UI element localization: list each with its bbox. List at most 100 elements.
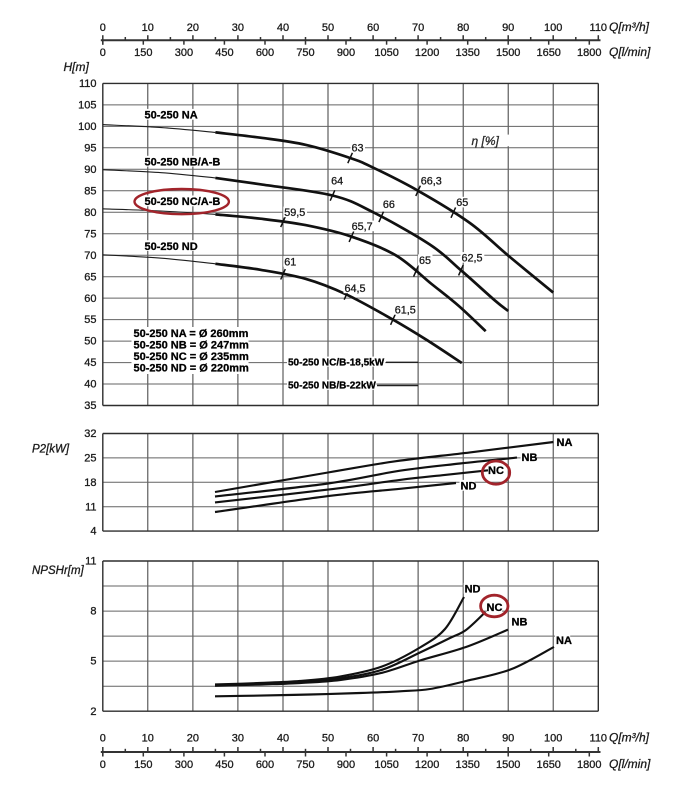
svg-text:64: 64 xyxy=(331,176,343,188)
svg-text:1800: 1800 xyxy=(577,759,601,771)
svg-text:NB: NB xyxy=(512,617,528,629)
svg-text:85: 85 xyxy=(84,185,96,197)
svg-text:Q[m³/h]: Q[m³/h] xyxy=(609,731,650,745)
svg-text:50-250 ND = Ø 220mm: 50-250 ND = Ø 220mm xyxy=(134,362,249,374)
svg-text:70: 70 xyxy=(412,22,424,34)
svg-text:1200: 1200 xyxy=(415,759,439,771)
svg-text:600: 600 xyxy=(256,47,274,59)
svg-text:0: 0 xyxy=(100,733,106,745)
svg-text:NA: NA xyxy=(556,635,572,647)
svg-text:5: 5 xyxy=(90,656,96,668)
svg-text:300: 300 xyxy=(175,47,193,59)
svg-text:50-250 NC/A-B: 50-250 NC/A-B xyxy=(145,196,221,208)
svg-text:80: 80 xyxy=(84,207,96,219)
svg-text:1350: 1350 xyxy=(455,759,479,771)
svg-text:1500: 1500 xyxy=(496,47,520,59)
svg-text:50-250 NC = Ø 235mm: 50-250 NC = Ø 235mm xyxy=(134,351,249,363)
svg-text:65,7: 65,7 xyxy=(352,221,373,233)
svg-text:P2[kW]: P2[kW] xyxy=(32,444,70,456)
svg-text:10: 10 xyxy=(142,733,154,745)
svg-text:150: 150 xyxy=(134,759,152,771)
svg-text:55: 55 xyxy=(84,314,96,326)
svg-text:100: 100 xyxy=(78,121,96,133)
svg-text:600: 600 xyxy=(256,759,274,771)
svg-text:90: 90 xyxy=(502,22,514,34)
svg-text:2: 2 xyxy=(90,706,96,718)
svg-text:0: 0 xyxy=(100,22,106,34)
svg-text:450: 450 xyxy=(215,47,233,59)
svg-text:60: 60 xyxy=(367,22,379,34)
svg-text:0: 0 xyxy=(100,47,106,59)
svg-text:70: 70 xyxy=(84,250,96,262)
svg-text:95: 95 xyxy=(84,142,96,154)
svg-text:61: 61 xyxy=(284,257,296,269)
svg-text:40: 40 xyxy=(277,733,289,745)
svg-text:ND: ND xyxy=(465,584,481,596)
svg-text:65: 65 xyxy=(419,255,431,267)
svg-text:NC: NC xyxy=(488,465,504,477)
svg-text:50-250 ND: 50-250 ND xyxy=(145,241,198,253)
svg-text:NA: NA xyxy=(557,437,573,449)
svg-text:1800: 1800 xyxy=(577,47,601,59)
svg-text:50-250 NA = Ø 260mm: 50-250 NA = Ø 260mm xyxy=(134,328,249,340)
svg-text:110: 110 xyxy=(590,22,608,34)
svg-text:62,5: 62,5 xyxy=(462,253,483,265)
svg-text:105: 105 xyxy=(78,100,96,112)
svg-text:NPSHr[m]: NPSHr[m] xyxy=(32,565,85,577)
svg-text:66,3: 66,3 xyxy=(421,175,442,187)
svg-text:750: 750 xyxy=(296,759,314,771)
svg-text:50: 50 xyxy=(322,22,334,34)
svg-text:4: 4 xyxy=(90,526,96,538)
svg-text:40: 40 xyxy=(84,379,96,391)
svg-text:61,5: 61,5 xyxy=(395,305,416,317)
svg-text:30: 30 xyxy=(232,22,244,34)
svg-text:1650: 1650 xyxy=(536,759,560,771)
svg-text:η [%]: η [%] xyxy=(472,134,500,148)
svg-text:20: 20 xyxy=(187,733,199,745)
svg-text:50-250 NC/B-18,5kW: 50-250 NC/B-18,5kW xyxy=(288,357,385,368)
svg-text:Q[m³/h]: Q[m³/h] xyxy=(609,20,650,34)
svg-text:1500: 1500 xyxy=(496,759,520,771)
svg-text:45: 45 xyxy=(84,357,96,369)
svg-text:750: 750 xyxy=(296,47,314,59)
svg-text:65: 65 xyxy=(456,197,468,209)
svg-text:11: 11 xyxy=(85,501,96,513)
svg-text:65: 65 xyxy=(84,271,96,283)
svg-text:63: 63 xyxy=(352,142,364,154)
svg-text:10: 10 xyxy=(142,22,154,34)
svg-text:50-250 NB/B-22kW: 50-250 NB/B-22kW xyxy=(288,381,376,392)
svg-text:NC: NC xyxy=(487,602,503,614)
svg-text:20: 20 xyxy=(187,22,199,34)
svg-text:32: 32 xyxy=(84,428,96,440)
svg-text:900: 900 xyxy=(337,759,355,771)
svg-text:NB: NB xyxy=(522,452,538,464)
svg-text:H[m]: H[m] xyxy=(64,60,90,74)
svg-text:110: 110 xyxy=(590,733,608,745)
svg-text:8: 8 xyxy=(90,606,96,618)
svg-text:35: 35 xyxy=(84,400,96,412)
svg-text:50-250 NA: 50-250 NA xyxy=(145,110,198,122)
svg-text:1200: 1200 xyxy=(415,47,439,59)
svg-text:60: 60 xyxy=(367,733,379,745)
svg-text:Q[l/min]: Q[l/min] xyxy=(609,45,651,59)
svg-text:59,5: 59,5 xyxy=(284,207,305,219)
svg-text:70: 70 xyxy=(412,733,424,745)
svg-text:66: 66 xyxy=(383,199,395,211)
svg-text:60: 60 xyxy=(84,293,96,305)
svg-text:40: 40 xyxy=(277,22,289,34)
svg-text:75: 75 xyxy=(84,228,96,240)
svg-text:25: 25 xyxy=(84,453,96,465)
svg-text:300: 300 xyxy=(175,759,193,771)
svg-text:50-250 NB = Ø 247mm: 50-250 NB = Ø 247mm xyxy=(134,339,249,351)
svg-text:64,5: 64,5 xyxy=(345,283,366,295)
svg-text:1050: 1050 xyxy=(374,47,398,59)
svg-text:30: 30 xyxy=(232,733,244,745)
svg-text:100: 100 xyxy=(544,22,562,34)
svg-text:450: 450 xyxy=(215,759,233,771)
svg-text:11: 11 xyxy=(85,556,96,568)
svg-text:900: 900 xyxy=(337,47,355,59)
svg-text:0: 0 xyxy=(100,759,106,771)
svg-text:1350: 1350 xyxy=(455,47,479,59)
svg-text:80: 80 xyxy=(457,733,469,745)
svg-text:1050: 1050 xyxy=(374,759,398,771)
